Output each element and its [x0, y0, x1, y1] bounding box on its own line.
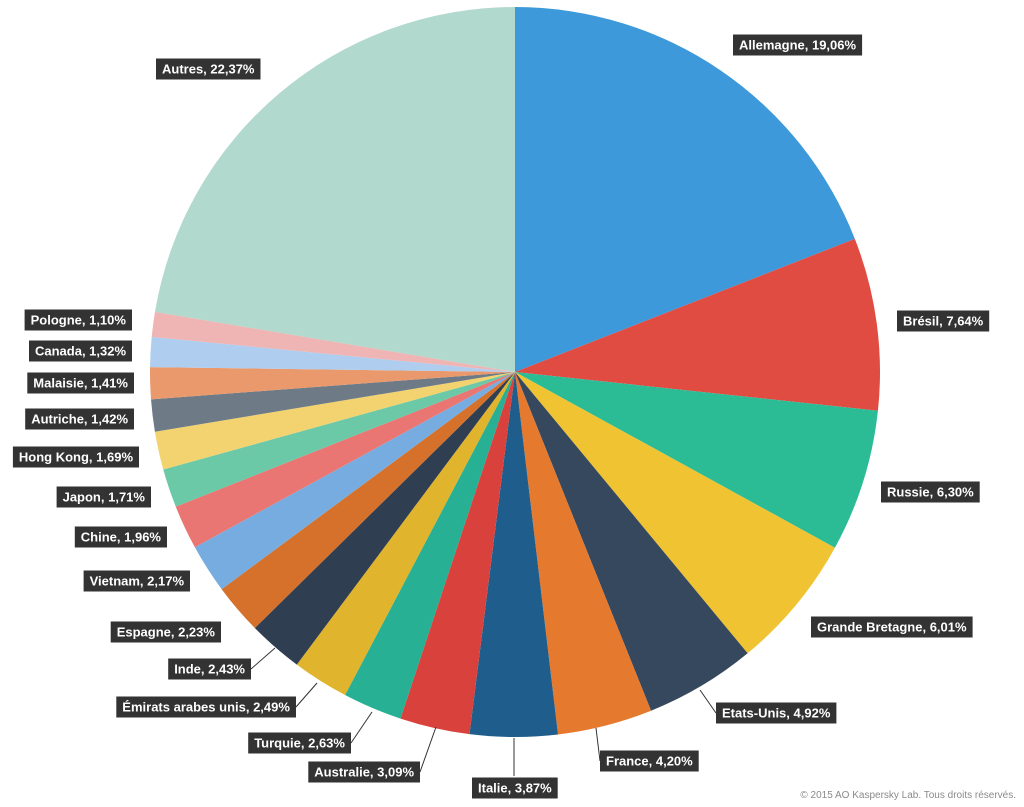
label-text: Espagne, 2,23%	[117, 625, 216, 640]
slice-label-italie: Italie, 3,87%	[472, 777, 558, 799]
label-box	[25, 408, 135, 430]
leader-line-turquie	[350, 711, 373, 744]
pie-slice-autres	[154, 7, 516, 372]
label-box	[116, 696, 296, 718]
pie-slice-turquie	[345, 372, 515, 719]
slice-label-canada: Canada, 1,32%	[29, 340, 132, 362]
slice-label-inde: Inde, 2,43%	[168, 658, 251, 680]
pie-slice-bresil	[515, 238, 880, 411]
pie-slice-hong-kong	[154, 372, 515, 470]
slice-label-etats-unis: Etats-Unis, 4,92%	[716, 702, 837, 724]
slice-label-vietnam: Vietnam, 2,17%	[83, 570, 190, 592]
pie-slice-france	[515, 372, 652, 735]
leader-line-etats-unis	[699, 689, 717, 714]
slice-labels: Allemagne, 19,06% Brésil, 7,64% Russie, 6,…	[12, 34, 990, 799]
slice-label-pologne: Pologne, 1,10%	[24, 309, 133, 331]
label-text: Vietnam, 2,17%	[90, 574, 185, 589]
label-text: Hong Kong, 1,69%	[19, 450, 134, 465]
label-text: Japon, 1,71%	[63, 490, 146, 505]
slice-label-malaisie: Malaisie, 1,41%	[27, 372, 134, 394]
slice-label-australie: Australie, 3,09%	[308, 761, 420, 783]
pie-slice-espagne	[221, 372, 515, 629]
label-text: Autres, 22,37%	[162, 62, 255, 77]
pie-slice-pologne	[151, 311, 515, 372]
slice-label-bresil: Brésil, 7,64%	[897, 310, 990, 332]
label-box	[12, 446, 139, 468]
pie-slice-japon	[163, 372, 515, 507]
label-box	[248, 732, 351, 754]
label-text: Autriche, 1,42%	[31, 412, 128, 427]
label-box	[881, 481, 980, 503]
leader-line-australie	[419, 726, 437, 773]
label-text: Pologne, 1,10%	[31, 313, 127, 328]
leader-line-france	[595, 727, 601, 762]
label-text: Australie, 3,09%	[314, 765, 414, 780]
label-text: Turquie, 2,63%	[254, 736, 345, 751]
leader-line-emirats-arabes-unis	[295, 682, 318, 708]
pie-slice-inde	[254, 372, 515, 665]
slice-label-japon: Japon, 1,71%	[56, 486, 151, 508]
pie-slice-emirats-arabes-unis	[296, 372, 515, 696]
slice-label-emirats-arabes-unis: Émirats arabes unis, 2,49%	[116, 696, 296, 718]
label-box	[24, 309, 133, 331]
label-text: Allemagne, 19,06%	[739, 38, 856, 53]
label-text: Inde, 2,43%	[174, 662, 245, 677]
label-box	[811, 616, 973, 638]
slice-label-chine: Chine, 1,96%	[74, 526, 167, 548]
label-box	[472, 777, 558, 799]
pie-slice-malaisie	[149, 367, 515, 400]
slice-label-russie: Russie, 6,30%	[881, 481, 980, 503]
copyright-notice: © 2015 AO Kaspersky Lab. Tous droits rés…	[800, 790, 1016, 801]
slice-label-hong-kong: Hong Kong, 1,69%	[12, 446, 139, 468]
label-box	[600, 750, 699, 772]
label-box	[716, 702, 837, 724]
label-box	[74, 526, 167, 548]
label-text: Italie, 3,87%	[478, 781, 552, 796]
pie-slice-canada	[150, 336, 515, 372]
slice-label-espagne: Espagne, 2,23%	[110, 621, 221, 643]
label-box	[110, 621, 221, 643]
label-box	[27, 372, 134, 394]
label-text: France, 4,20%	[606, 754, 693, 769]
leader-lines	[250, 647, 717, 776]
slice-label-turquie: Turquie, 2,63%	[248, 732, 351, 754]
label-text: Canada, 1,32%	[35, 344, 126, 359]
label-text: Grande Bretagne, 6,01%	[817, 620, 967, 635]
label-text: Émirats arabes unis, 2,49%	[122, 700, 290, 715]
slice-label-france: France, 4,20%	[600, 750, 699, 772]
label-box	[56, 486, 151, 508]
label-box	[168, 658, 251, 680]
label-text: Russie, 6,30%	[887, 485, 974, 500]
pie-slice-etats-unis	[515, 372, 748, 711]
label-text: Chine, 1,96%	[81, 530, 162, 545]
slice-label-autriche: Autriche, 1,42%	[25, 408, 135, 430]
label-text: Malaisie, 1,41%	[33, 376, 128, 391]
slice-label-grande-bretagne: Grande Bretagne, 6,01%	[811, 616, 973, 638]
label-box	[733, 34, 863, 56]
label-text: Etats-Unis, 4,92%	[722, 706, 831, 721]
label-box	[308, 761, 420, 783]
pie-slice-autriche	[151, 372, 515, 432]
pie-slice-chine	[175, 372, 515, 548]
slice-label-autres: Autres, 22,37%	[156, 58, 261, 80]
pie-slice-australie	[400, 372, 515, 735]
label-text: Brésil, 7,64%	[903, 314, 984, 329]
label-box	[156, 58, 261, 80]
label-box	[897, 310, 990, 332]
pie-slice-russie	[515, 372, 878, 548]
pie-slices	[149, 7, 880, 738]
pie-slice-vietnam	[194, 372, 515, 590]
label-box	[83, 570, 190, 592]
label-box	[29, 340, 132, 362]
pie-slice-allemagne	[515, 7, 855, 372]
leader-line-inde	[250, 647, 276, 670]
pie-slice-grande-bretagne	[515, 372, 835, 654]
pie-slice-italie	[469, 372, 559, 738]
slice-label-allemagne: Allemagne, 19,06%	[733, 34, 863, 56]
